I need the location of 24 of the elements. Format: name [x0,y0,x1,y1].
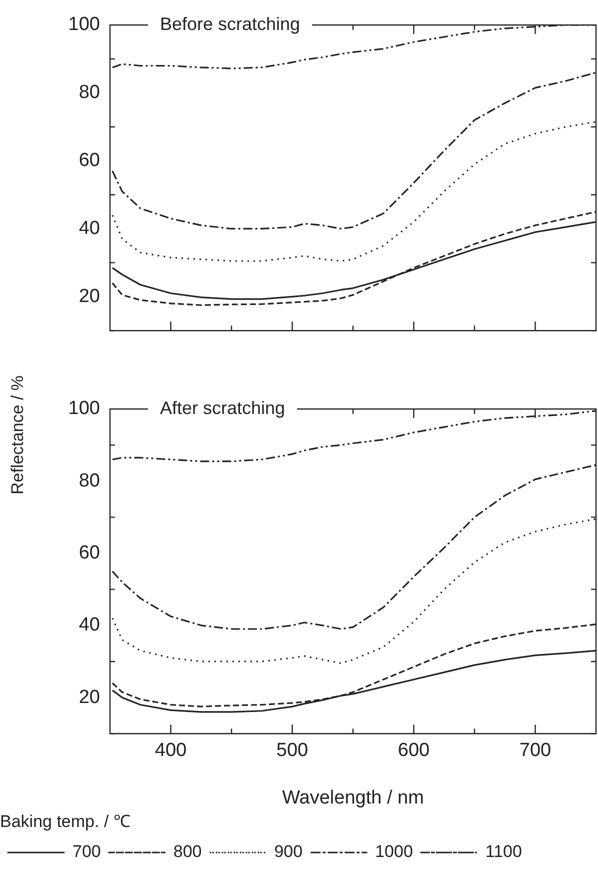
chart-title: After scratching [160,398,286,418]
legend-label: 1000 [375,842,413,862]
y-tick-label: 80 [78,82,100,104]
y-tick-label: 80 [78,470,100,492]
legend-title: Baking temp. / ℃ [0,812,130,831]
legend-label: 900 [274,842,303,862]
y-tick-label: 20 [78,286,100,307]
x-tick-label: 400 [154,740,187,762]
y-tick-label: 100 [68,14,100,36]
y-tick-label: 40 [78,614,100,636]
y-tick-label: 20 [78,686,100,708]
y-axis-title: Reflectance / % [8,375,28,495]
x-tick-label: 500 [276,740,308,762]
legend-label: 1100 [485,842,522,862]
x-tick-label: 700 [519,740,552,762]
legend-label: 800 [173,842,202,862]
y-tick-label: 60 [78,150,100,172]
y-tick-label: 60 [78,542,100,564]
y-tick-label: 40 [78,218,100,239]
chart-title: Before scratching [160,14,300,34]
y-tick-label: 100 [68,398,100,420]
legend-label: 700 [72,842,101,862]
x-tick-label: 600 [398,740,430,762]
x-axis-title: Wavelength / nm [282,787,424,808]
